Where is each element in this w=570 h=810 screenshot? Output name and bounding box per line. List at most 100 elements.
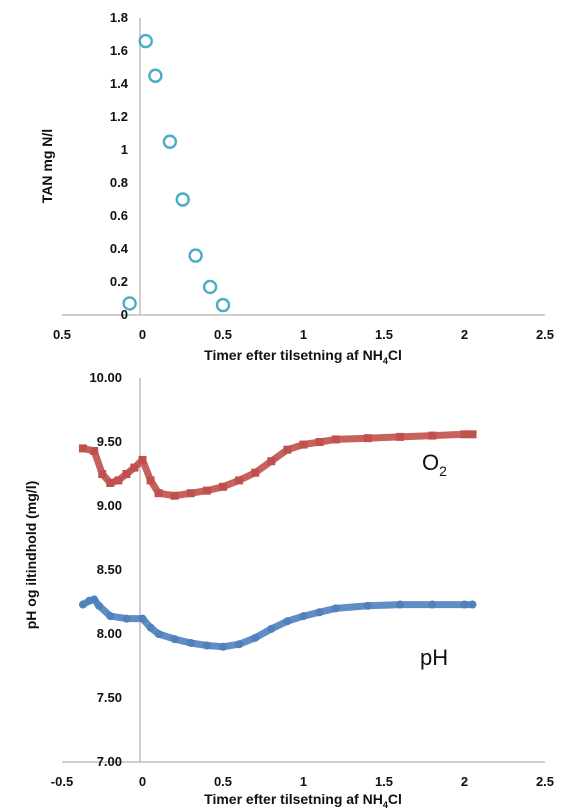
tan-y-tick-label: 1 (121, 142, 128, 157)
ph-point (396, 600, 405, 609)
ph-point (460, 600, 469, 609)
o2-series (78, 430, 477, 500)
ph-y-tick-labels: 7.00 7.50 8.00 8.50 9.00 9.50 10.00 (89, 370, 122, 769)
ph-point (106, 612, 115, 621)
tan-point (122, 296, 137, 311)
ph-y-axis-title: pH og iltindhold (mg/l) (23, 481, 39, 630)
ph-y-tick-label: 8.00 (97, 626, 122, 641)
tan-x-tick-label: 0 (139, 327, 146, 342)
o2-series-label: O2 (422, 450, 447, 479)
tan-point (202, 279, 218, 295)
ph-x-tick-label: 2 (461, 774, 468, 789)
o2-point (299, 440, 308, 449)
ph-point (468, 600, 477, 609)
tan-x-tick-labels: 0.5 0 0.5 1 1.5 2 2.5 (53, 327, 554, 342)
o2-point (428, 431, 437, 440)
o2-point (130, 463, 139, 472)
tan-point (215, 297, 231, 313)
ph-point (202, 641, 211, 650)
tan-x-tick-label: 2 (461, 327, 468, 342)
ph-point (186, 638, 195, 647)
ph-y-tick-label: 10.00 (89, 370, 122, 385)
ph-point (138, 614, 147, 623)
tan-y-axis-title: TAN mg N/l (39, 129, 55, 203)
tan-point (148, 68, 163, 83)
ph-x-tick-labels: -0.5 0 0.5 1 1.5 2 2.5 (51, 774, 554, 789)
ph-o2-chart: 7.00 7.50 8.00 8.50 9.00 9.50 10.00 -0.5 0 0.5 1 1… (23, 370, 554, 810)
ph-point (283, 617, 292, 626)
o2-point (154, 489, 163, 498)
ph-point (78, 600, 87, 609)
o2-point (219, 482, 227, 491)
ph-series (78, 595, 477, 651)
o2-line (79, 430, 477, 500)
tan-x-tick-label: 0.5 (214, 327, 232, 342)
ph-point (146, 623, 155, 632)
tan-y-tick-label: 0.6 (110, 208, 128, 223)
tan-series (122, 33, 231, 313)
ph-point (428, 600, 437, 609)
ph-point (154, 630, 163, 638)
ph-x-tick-label: 1.5 (375, 774, 393, 789)
o2-point (251, 468, 260, 477)
o2-point (202, 486, 211, 495)
ph-x-axis-title: Timer efter tilsetning af NH4Cl (204, 791, 402, 810)
tan-point (188, 248, 203, 263)
ph-point (315, 608, 324, 617)
o2-point (122, 470, 131, 478)
o2-point (315, 438, 324, 446)
tan-x-tick-label: 2.5 (536, 327, 554, 342)
ph-x-tick-label: 0 (139, 774, 146, 789)
tan-y-tick-label: 0.2 (110, 274, 128, 289)
tan-y-tick-label: 1.2 (110, 109, 128, 124)
o2-point (78, 444, 87, 453)
o2-point (396, 432, 405, 441)
o2-point (106, 478, 115, 487)
o2-point (90, 446, 99, 455)
ph-point (363, 601, 372, 610)
ph-point (122, 614, 131, 623)
ph-point (267, 624, 276, 633)
ph-point (299, 612, 308, 621)
tan-y-tick-label: 1.8 (110, 10, 128, 25)
ph-x-tick-label: -0.5 (51, 774, 73, 789)
o2-point (363, 434, 372, 443)
tan-point (175, 192, 190, 207)
tan-y-tick-labels: 0 0.2 0.4 0.6 0.8 1 1.2 1.4 1.6 1.8 (110, 10, 129, 322)
ph-x-tick-label: 0.5 (214, 774, 232, 789)
ph-point (170, 635, 179, 644)
tan-x-tick-label: 1.5 (375, 327, 393, 342)
tan-point (138, 33, 153, 49)
ph-line (79, 595, 477, 651)
ph-y-tick-label: 9.50 (97, 434, 122, 449)
tan-x-tick-label: 0.5 (53, 327, 71, 342)
o2-point (146, 476, 155, 485)
ph-point (219, 642, 227, 651)
ph-x-tick-label: 1 (300, 774, 307, 789)
tan-y-tick-label: 0.8 (110, 175, 128, 190)
ph-y-tick-label: 8.50 (97, 562, 122, 577)
tan-y-tick-label: 0 (121, 307, 128, 322)
tan-y-tick-label: 1.6 (110, 43, 128, 58)
o2-point (170, 491, 179, 500)
ph-y-tick-label: 7.00 (97, 754, 122, 769)
ph-point (251, 633, 260, 642)
o2-point (98, 470, 107, 478)
o2-point (235, 476, 244, 485)
ph-y-tick-label: 9.00 (97, 498, 122, 513)
tan-x-tick-label: 1 (300, 327, 307, 342)
o2-point (460, 430, 469, 439)
ph-x-tick-label: 2.5 (536, 774, 554, 789)
ph-y-tick-label: 7.50 (97, 690, 122, 705)
o2-point (114, 476, 123, 485)
ph-point (331, 604, 340, 613)
tan-y-tick-label: 0.4 (110, 241, 129, 256)
ph-point (235, 640, 244, 649)
o2-point (468, 430, 477, 439)
tan-y-tick-label: 1.4 (110, 76, 129, 91)
o2-point (283, 445, 292, 454)
o2-point (331, 435, 340, 444)
ph-series-label: pH (420, 645, 448, 670)
o2-point (267, 457, 276, 466)
tan-chart: 0 0.2 0.4 0.6 0.8 1 1.2 1.4 1.6 1.8 0.5 0 0.5 1 1.5 2 2… (39, 10, 554, 366)
